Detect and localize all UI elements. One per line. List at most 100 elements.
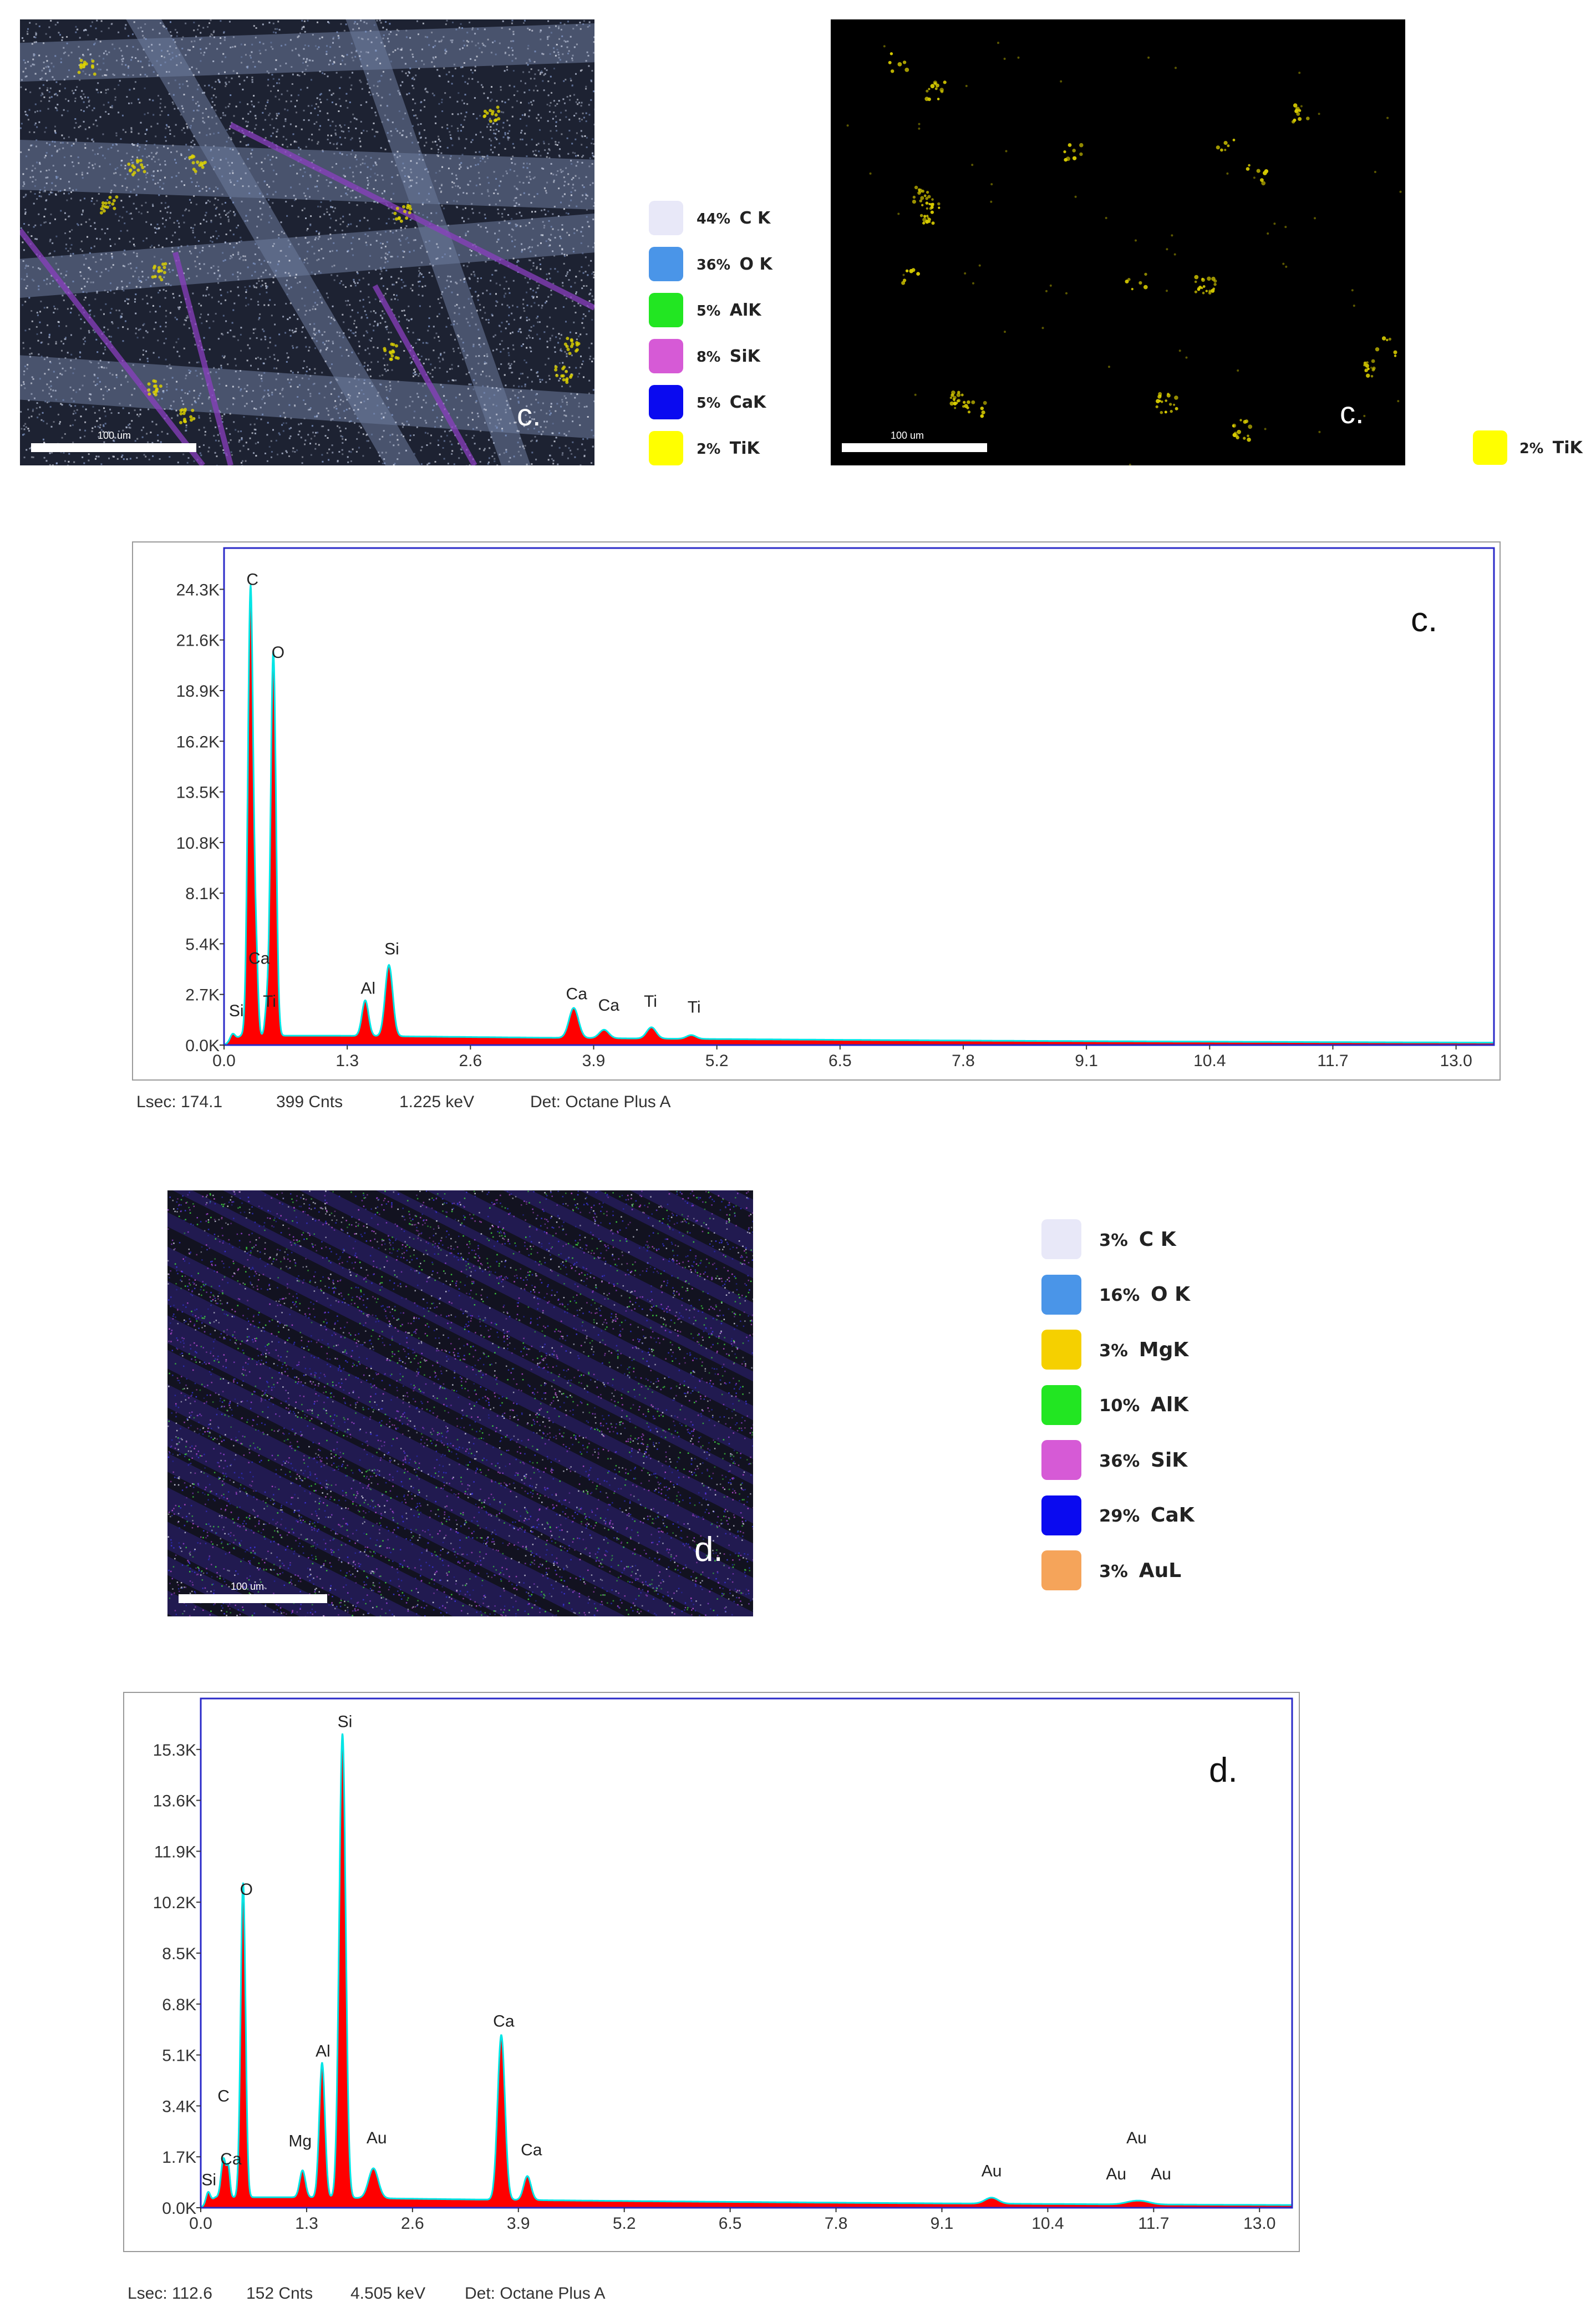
x-tick-label: 6.5 — [719, 2214, 742, 2233]
x-tick-label: 2.6 — [459, 1052, 482, 1070]
peak-label: Ti — [644, 992, 657, 1011]
spectrum-outline — [223, 585, 1494, 1046]
legend-percent: 3% — [1099, 1230, 1128, 1250]
x-tick-label: 3.9 — [582, 1052, 606, 1070]
legend-swatch — [649, 201, 683, 235]
legend-percent: 2% — [697, 440, 721, 458]
peak-label: Ca — [220, 2150, 242, 2168]
peak-label: O — [272, 643, 284, 662]
legend-swatch — [649, 339, 683, 373]
scale-bar — [179, 1594, 327, 1603]
peak-label: Al — [316, 2042, 331, 2060]
spectrum-c-frame — [132, 541, 1501, 1081]
x-tick-label: 6.5 — [829, 1052, 852, 1070]
legend-item: 36% SiK — [1041, 1440, 1187, 1480]
legend-percent: 16% — [1099, 1286, 1140, 1305]
peak-label: Ca — [493, 2012, 515, 2030]
chart-title: d. — [1209, 1751, 1238, 1789]
peak-label: O — [240, 1880, 253, 1899]
legend-percent: 2% — [1519, 440, 1544, 457]
peak-label: Au — [1151, 2165, 1171, 2183]
x-tick-label: 13.0 — [1243, 2214, 1275, 2233]
legend-element: TiK — [1552, 438, 1583, 458]
legend-element: AuL — [1138, 1559, 1182, 1582]
peak-label: Si — [229, 1002, 244, 1020]
legend-item: 2% TiK — [1473, 430, 1583, 465]
legend-swatch — [649, 293, 683, 327]
x-tick-label: 0.0 — [212, 1052, 236, 1070]
peak-label: Ca — [566, 985, 588, 1003]
x-tick-label: 2.6 — [401, 2214, 424, 2233]
legend-item: 44% C K — [649, 201, 770, 235]
legend-element: SiK — [1151, 1448, 1188, 1472]
plot-area-frame — [223, 547, 1495, 1046]
y-tick-label: 8.5K — [162, 1945, 196, 1963]
peak-label: Si — [384, 940, 399, 958]
live-seconds: Lsec: 112.6 — [128, 2284, 212, 2303]
x-tick-label: 5.2 — [613, 2214, 636, 2233]
legend-item: 2% TiK — [649, 431, 760, 465]
peak-label: Au — [1106, 2165, 1126, 2183]
peak-label: Au — [1126, 2129, 1147, 2147]
y-tick-label: 5.1K — [162, 2047, 196, 2065]
x-tick-label: 11.7 — [1138, 2214, 1169, 2233]
eds-map-c-combined: 100 um c. — [20, 19, 594, 465]
y-tick-label: 6.8K — [162, 1996, 196, 2014]
counts: 152 Cnts — [246, 2284, 313, 2303]
scale-bar — [31, 443, 196, 452]
x-tick-label: 10.4 — [1031, 2214, 1064, 2233]
legend-item: 5% CaK — [649, 385, 766, 419]
legend-swatch — [1041, 1440, 1081, 1480]
spectrum-outline — [200, 1733, 1292, 2209]
legend-item: 8% SiK — [649, 339, 760, 373]
y-tick-label: 24.3K — [176, 581, 220, 599]
legend-item: 36% O K — [649, 247, 772, 281]
energy: 4.505 keV — [350, 2284, 426, 2303]
live-seconds: Lsec: 174.1 — [136, 1093, 223, 1111]
y-tick-label: 10.2K — [153, 1894, 196, 1912]
counts: 399 Cnts — [276, 1093, 343, 1111]
eds-map-c-combined-image — [20, 19, 594, 465]
legend-percent: 10% — [1099, 1396, 1140, 1416]
eds-map-d-image — [167, 1190, 753, 1616]
legend-element: CaK — [1151, 1504, 1195, 1527]
x-tick-label: 7.8 — [825, 2214, 848, 2233]
y-tick-label: 5.4K — [185, 935, 220, 954]
x-tick-label: 9.1 — [931, 2214, 954, 2233]
y-tick-label: 13.6K — [153, 1792, 196, 1811]
legend-percent: 5% — [697, 302, 721, 320]
peak-label: Ca — [521, 2141, 542, 2159]
legend-percent: 8% — [697, 348, 721, 366]
legend-percent: 44% — [697, 210, 731, 227]
x-tick-label: 5.2 — [705, 1052, 729, 1070]
legend-swatch — [1041, 1219, 1081, 1259]
legend-percent: 3% — [1099, 1561, 1128, 1581]
legend-swatch — [1041, 1550, 1081, 1590]
y-tick-label: 3.4K — [162, 2097, 196, 2116]
chart-title: c. — [1411, 601, 1437, 639]
y-tick-label: 15.3K — [153, 1741, 196, 1760]
map-label: c. — [517, 397, 541, 432]
x-tick-label: 9.1 — [1075, 1052, 1098, 1070]
legend-element: TiK — [729, 438, 760, 458]
scale-bar-label: 100 um — [891, 430, 924, 441]
legend-percent: 3% — [1099, 1341, 1128, 1361]
eds-map-c-titanium-image — [846, 42, 1402, 465]
x-tick-label: 1.3 — [336, 1052, 359, 1070]
legend-element: O K — [739, 254, 772, 274]
legend-item: 3% MgK — [1041, 1330, 1188, 1370]
detector: Det: Octane Plus A — [530, 1093, 671, 1111]
peak-label: Al — [360, 979, 375, 997]
legend-element: AlK — [729, 300, 761, 320]
spectrum-c-status: Lsec: 174.1 399 Cnts 1.225 keV Det: Octane … — [136, 1093, 670, 1112]
x-tick-label: 7.8 — [952, 1052, 975, 1070]
scale-bar-label: 100 um — [98, 430, 131, 441]
eds-map-d: 100 um d. — [167, 1190, 753, 1616]
y-tick-label: 21.6K — [176, 632, 220, 650]
x-tick-label: 3.9 — [507, 2214, 530, 2233]
detector: Det: Octane Plus A — [465, 2284, 606, 2303]
legend-item: 5% AlK — [649, 293, 761, 327]
scale-bar — [842, 443, 987, 452]
legend-element: SiK — [729, 346, 760, 366]
x-tick-label: 13.0 — [1440, 1052, 1472, 1070]
